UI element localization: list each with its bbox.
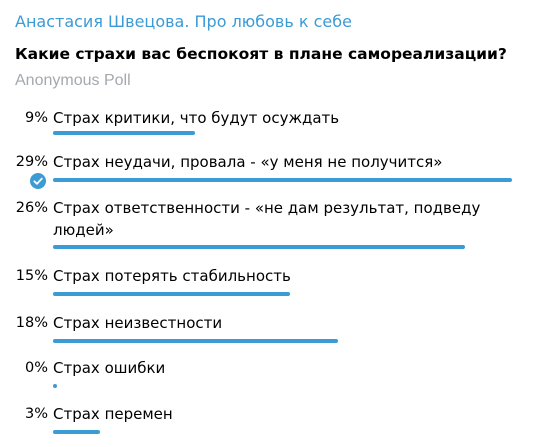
option-result-bar [53, 384, 57, 388]
voted-check-icon [30, 173, 46, 189]
option-percent: 29% [15, 154, 48, 170]
option-result-bar [53, 430, 100, 434]
option-percent: 15% [15, 268, 48, 284]
option-text: Страх критики, что будут осуждать [53, 109, 340, 127]
poll-option-5[interactable]: 0% Страх ошибки [0, 357, 533, 389]
option-text: Страх неизвестности [53, 314, 223, 332]
option-text: Страх потерять стабильность [53, 267, 291, 285]
poll-type-label: Anonymous Poll [15, 72, 131, 89]
option-result-bar [53, 131, 195, 135]
option-text: Страх ошибки [53, 359, 166, 377]
option-text: Страх неудачи, провала - «у меня не полу… [53, 153, 443, 171]
poll-option-0[interactable]: 9% Страх критики, что будут осуждать [0, 107, 533, 137]
poll-question: Какие страхи вас беспокоят в плане самор… [15, 45, 507, 63]
option-percent: 9% [24, 110, 48, 126]
channel-title[interactable]: Анастасия Швецова. Про любовь к себе [15, 12, 352, 31]
option-percent: 0% [24, 360, 48, 376]
poll-option-6[interactable]: 3% Страх перемен [0, 403, 533, 435]
option-text: Страх перемен [53, 405, 173, 423]
option-text: Страх ответственности - «не дам результа… [53, 199, 481, 239]
poll-option-3[interactable]: 15% Страх потерять стабильность [0, 265, 533, 297]
option-result-bar [53, 339, 338, 343]
option-result-bar [53, 178, 512, 182]
option-result-bar [53, 245, 465, 249]
option-percent: 26% [15, 200, 48, 216]
poll-option-1[interactable]: 29% Страх неудачи, провала - «у меня не … [0, 151, 533, 189]
option-result-bar [53, 292, 290, 296]
poll-option-2[interactable]: 26% Страх ответственности - «не дам резу… [0, 197, 533, 251]
option-percent: 18% [15, 315, 48, 331]
option-percent: 3% [24, 406, 48, 422]
poll-option-4[interactable]: 18% Страх неизвестности [0, 312, 533, 344]
